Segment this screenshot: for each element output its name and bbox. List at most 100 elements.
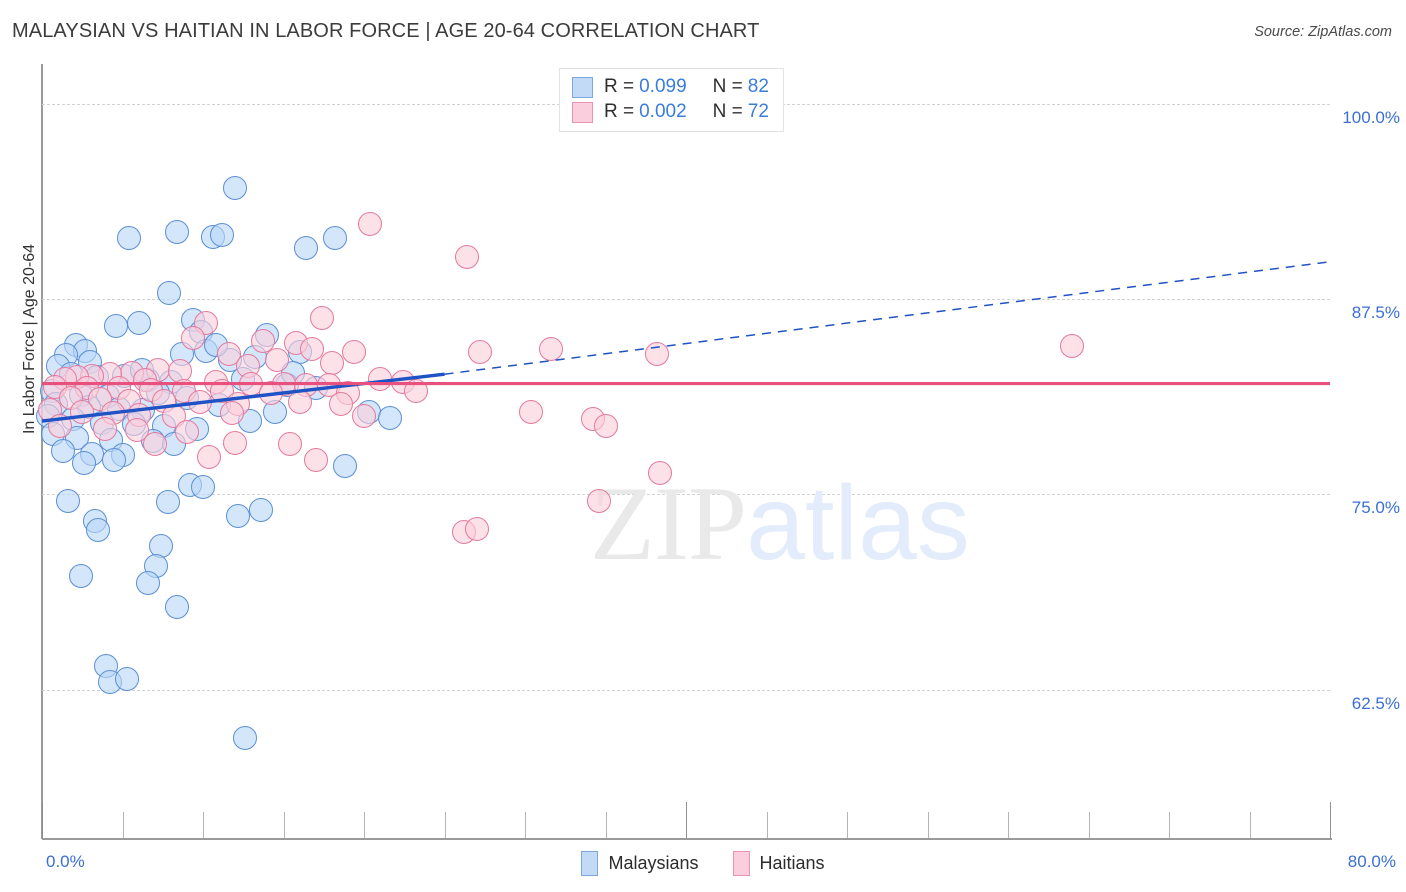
- sample-size-value: 82: [747, 76, 769, 97]
- x-axis-tick: [686, 802, 687, 838]
- scatter-point-pink: [47, 413, 72, 438]
- correlation-label: R =: [604, 101, 635, 122]
- sample-size-value: 72: [747, 101, 769, 122]
- scatter-point-pink: [277, 432, 302, 457]
- scatter-point-pink: [1060, 334, 1085, 359]
- x-axis-tick: [927, 812, 929, 838]
- scatter-point-blue: [115, 666, 140, 691]
- scatter-point-blue: [191, 474, 215, 499]
- x-axis-tick: [42, 802, 43, 838]
- scatter-point-blue: [104, 313, 129, 338]
- y-axis-tick-label: 100.0%: [1342, 108, 1400, 128]
- watermark-zip: ZIP: [590, 465, 747, 582]
- series-legend: Malaysians Haitians: [0, 851, 1406, 876]
- scatter-point-blue: [102, 448, 127, 473]
- gridline: [42, 299, 1330, 301]
- scatter-point-pink: [142, 432, 167, 457]
- scatter-point-pink: [303, 448, 328, 473]
- scatter-point-pink: [455, 245, 480, 270]
- scatter-point-blue: [50, 438, 75, 463]
- series-legend-swatch: [581, 851, 599, 876]
- scatter-point-pink: [300, 337, 325, 362]
- scatter-point-blue: [155, 490, 180, 515]
- series-legend-label: Malaysians: [608, 853, 699, 873]
- scatter-point-pink: [310, 305, 335, 330]
- y-axis-title: In Labor Force | Age 20-64: [21, 243, 38, 435]
- x-axis-tick: [364, 812, 365, 838]
- y-axis-tick-label: 62.5%: [1351, 693, 1400, 713]
- x-axis-tick: [525, 812, 526, 838]
- scatter-point-pink: [593, 413, 618, 438]
- y-axis-tick-label: 75.0%: [1351, 498, 1400, 518]
- source-attribution: Source: ZipAtlas.com: [1254, 24, 1392, 40]
- scatter-point-pink: [368, 366, 393, 391]
- scatter-point-pink: [258, 380, 283, 405]
- watermark-atlas: atlas: [746, 464, 970, 582]
- stats-legend: R = 0.099 N = 82 R = 0.002 N = 72: [559, 68, 784, 132]
- gridline: [42, 689, 1330, 691]
- x-axis-tick: [1249, 812, 1251, 838]
- scatter-point-pink: [587, 488, 612, 513]
- correlation-value: 0.099: [639, 76, 687, 97]
- gridline: [42, 494, 1330, 496]
- scatter-point-pink: [187, 390, 212, 415]
- scatter-point-pink: [287, 390, 312, 415]
- x-axis-tick: [1008, 812, 1009, 838]
- scatter-point-pink: [403, 379, 428, 404]
- scatter-point-pink: [92, 416, 117, 441]
- correlation-label: R =: [604, 76, 635, 97]
- scatter-point-blue: [165, 594, 190, 619]
- scatter-point-pink: [265, 348, 290, 373]
- scatter-point-pink: [329, 391, 354, 416]
- scatter-point-blue: [126, 310, 151, 335]
- scatter-point-blue: [165, 220, 190, 245]
- scatter-point-pink: [70, 399, 95, 424]
- scatter-point-blue: [294, 235, 319, 260]
- series-legend-swatch: [732, 851, 750, 876]
- x-axis-tick: [847, 812, 848, 838]
- scatter-point-pink: [223, 430, 248, 455]
- stats-legend-swatch: [572, 101, 593, 123]
- scatter-point-blue: [210, 223, 235, 248]
- sample-size-label: N =: [712, 101, 743, 122]
- x-axis-tick: [605, 812, 607, 838]
- scatter-point-blue: [232, 726, 257, 751]
- x-axis-tick: [444, 812, 446, 838]
- scatter-point-blue: [248, 498, 273, 523]
- scatter-point-blue: [223, 176, 248, 201]
- scatter-point-pink: [538, 337, 563, 362]
- x-axis-tick: [1088, 812, 1090, 838]
- scatter-point-blue: [55, 488, 80, 513]
- scatter-point-pink: [358, 212, 383, 237]
- scatter-point-pink: [194, 310, 219, 335]
- x-axis-tick: [122, 812, 124, 838]
- plot-area: ZIPatlas: [36, 65, 1330, 838]
- scatter-point-pink: [467, 340, 492, 365]
- x-axis-tick: [1330, 802, 1331, 838]
- scatter-point-blue: [68, 563, 93, 588]
- stats-legend-row: R = 0.099 N = 82: [572, 76, 769, 98]
- x-axis-tick: [283, 812, 285, 838]
- scatter-point-blue: [323, 226, 348, 251]
- scatter-point-blue: [71, 451, 96, 476]
- scatter-point-pink: [319, 351, 344, 376]
- scatter-point-blue: [377, 405, 402, 430]
- page-title: MALAYSIAN VS HAITIAN IN LABOR FORCE | AG…: [12, 20, 760, 42]
- sample-size-label: N =: [712, 76, 743, 97]
- series-legend-item-malaysians[interactable]: Malaysians: [581, 851, 699, 876]
- series-legend-item-haitians[interactable]: Haitians: [732, 851, 825, 876]
- x-axis-tick: [1169, 812, 1170, 838]
- scatter-point-blue: [116, 226, 141, 251]
- scatter-point-pink: [342, 340, 367, 365]
- stats-legend-row: R = 0.002 N = 72: [572, 101, 769, 123]
- y-axis-tick-label: 87.5%: [1351, 303, 1400, 323]
- x-axis-min-label: 0.0%: [46, 852, 85, 871]
- y-axis-line: [41, 64, 43, 839]
- scatter-point-pink: [250, 329, 275, 354]
- scatter-point-pink: [645, 341, 670, 366]
- scatter-point-pink: [181, 326, 206, 351]
- scatter-point-pink: [197, 444, 222, 469]
- watermark: ZIPatlas: [590, 463, 970, 585]
- correlation-value: 0.002: [639, 101, 687, 122]
- scatter-point-pink: [174, 419, 199, 444]
